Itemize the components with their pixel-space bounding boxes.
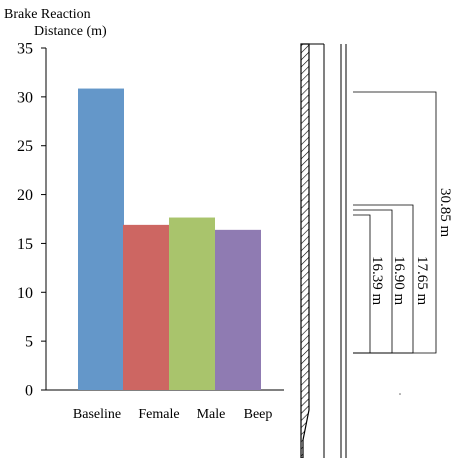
y-axis-title-line2: Distance (m) <box>34 24 107 39</box>
distance-bracket <box>353 209 393 354</box>
distance-label: 16.39 m <box>369 256 385 306</box>
distance-bracket <box>353 91 437 354</box>
x-tick-label: Male <box>197 407 226 422</box>
y-tick-label: 10 <box>17 285 33 302</box>
y-tick-label: 5 <box>25 334 33 351</box>
y-tick-label: 30 <box>17 89 33 106</box>
x-tick-label-group: Baseline Female Male Beep <box>73 407 272 422</box>
bar-female <box>123 224 169 390</box>
x-tick-label: Female <box>138 407 179 422</box>
distance-label-group: 30.85 m 17.65 m 16.90 m 16.39 m <box>369 188 452 306</box>
x-tick-label: Baseline <box>73 407 121 422</box>
distance-bracket-group <box>353 91 437 354</box>
y-tick-label: 0 <box>25 383 33 400</box>
distance-label: 30.85 m <box>437 188 452 238</box>
y-tick-label: 20 <box>17 187 33 204</box>
bar-male <box>169 217 215 390</box>
y-tick-label: 35 <box>17 41 33 58</box>
distance-label: 17.65 m <box>414 256 430 306</box>
y-axis-title-line1: Brake Reaction <box>4 7 91 22</box>
hatched-barrier <box>300 43 310 458</box>
bar-baseline <box>78 88 124 391</box>
bar-group <box>78 88 261 391</box>
x-tick-label: Beep <box>244 407 273 422</box>
stray-dot <box>399 393 401 395</box>
distance-bracket <box>353 214 371 354</box>
y-axis-title: Brake Reaction Distance (m) <box>4 6 107 40</box>
y-tick-label: 15 <box>17 236 33 253</box>
distance-label: 16.90 m <box>391 256 407 306</box>
bar-beep <box>215 229 261 390</box>
road-diagram <box>300 43 347 458</box>
y-tick-group: 0 5 10 15 20 25 30 35 <box>17 41 46 400</box>
y-tick-label: 25 <box>17 138 33 155</box>
bar-chart-plot: 0 5 10 15 20 25 30 35 Baseline Female Male Beep <box>17 41 284 422</box>
